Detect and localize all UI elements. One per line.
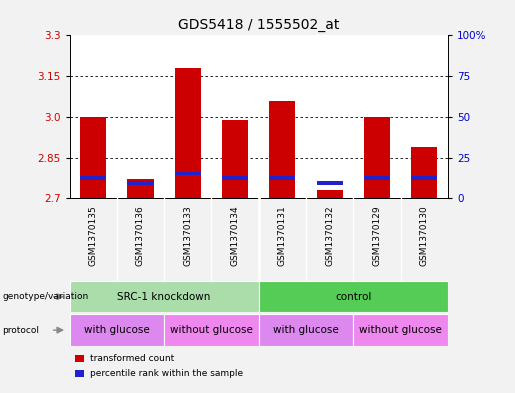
Bar: [364, 176, 390, 180]
Bar: [175, 172, 201, 175]
Bar: [128, 181, 153, 185]
Bar: [353, 314, 448, 346]
Bar: [411, 147, 437, 198]
Text: GSM1370129: GSM1370129: [372, 205, 382, 266]
Bar: [70, 281, 259, 312]
Text: GSM1370131: GSM1370131: [278, 205, 287, 266]
Text: protocol: protocol: [3, 326, 40, 334]
Bar: [222, 119, 248, 198]
Text: percentile rank within the sample: percentile rank within the sample: [90, 369, 243, 378]
Bar: [70, 314, 164, 346]
Text: GSM1370133: GSM1370133: [183, 205, 192, 266]
Text: GSM1370130: GSM1370130: [420, 205, 429, 266]
Text: GSM1370134: GSM1370134: [231, 205, 239, 266]
Text: GSM1370136: GSM1370136: [136, 205, 145, 266]
Text: with glucose: with glucose: [273, 325, 339, 335]
Text: with glucose: with glucose: [84, 325, 150, 335]
Bar: [269, 101, 296, 198]
Text: transformed count: transformed count: [90, 354, 175, 363]
Bar: [259, 281, 448, 312]
Text: GSM1370132: GSM1370132: [325, 205, 334, 266]
Bar: [128, 180, 153, 198]
Bar: [364, 117, 390, 198]
Text: control: control: [335, 292, 372, 302]
Bar: [259, 314, 353, 346]
Bar: [317, 190, 343, 198]
Bar: [222, 176, 248, 180]
Bar: [80, 176, 106, 180]
Text: genotype/variation: genotype/variation: [3, 292, 89, 301]
Bar: [164, 314, 259, 346]
Text: GSM1370135: GSM1370135: [89, 205, 98, 266]
Text: without glucose: without glucose: [359, 325, 442, 335]
Text: without glucose: without glucose: [170, 325, 253, 335]
Title: GDS5418 / 1555502_at: GDS5418 / 1555502_at: [178, 18, 339, 31]
Bar: [269, 176, 296, 180]
Bar: [80, 117, 106, 198]
Bar: [175, 68, 201, 198]
Bar: [411, 176, 437, 180]
Bar: [317, 181, 343, 185]
Text: SRC-1 knockdown: SRC-1 knockdown: [117, 292, 211, 302]
